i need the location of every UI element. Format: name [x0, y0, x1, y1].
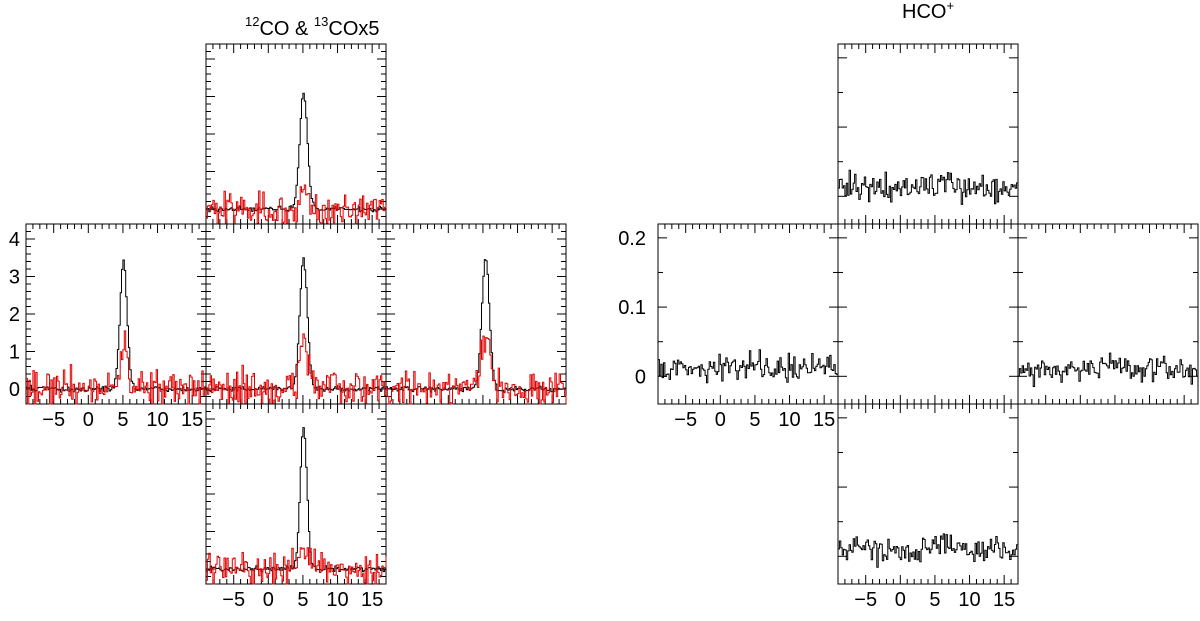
- co-x-tick-label: 10: [326, 589, 348, 611]
- hco-x-tick-label: 5: [929, 589, 940, 611]
- co-title-sup1: 12: [245, 14, 259, 29]
- 13co-spectrum: [386, 335, 567, 405]
- hco-panel-south-frame: [837, 403, 1019, 585]
- co-x-tick-label: 5: [297, 589, 308, 611]
- hco-panel-west: 0 0.1 0.2 −5 0 5 10 15: [618, 223, 839, 431]
- hco-x-tick-label: 15: [813, 409, 835, 431]
- co-title-sup2: 13: [314, 14, 328, 29]
- co-x-tick-label: 10: [146, 409, 168, 431]
- hco-title-sup: +: [946, 0, 954, 13]
- hco-x-tick-label: 10: [958, 589, 980, 611]
- hco-x-tick-label: −5: [674, 409, 697, 431]
- co-x-tick-label: 0: [263, 589, 274, 611]
- co-x-tick-label: 15: [361, 589, 383, 611]
- co-panel-center: [205, 223, 387, 405]
- hco-x-tick-label: 15: [993, 589, 1015, 611]
- co-y-tick-label: 1: [9, 342, 20, 364]
- co-x-tick-label: −5: [42, 409, 65, 431]
- co-x-tick-label: 5: [117, 409, 128, 431]
- 13co-spectrum: [206, 333, 387, 405]
- hco-spectrum: [658, 349, 839, 384]
- 12co-spectrum: [206, 257, 387, 392]
- co-y-tick-label: 3: [9, 267, 20, 289]
- co-y-tick-label: 0: [9, 379, 20, 401]
- hco-title-main: HCO: [902, 1, 946, 23]
- 13co-spectrum: [206, 547, 387, 585]
- hco-panel-south: −5 0 5 10 15: [837, 403, 1019, 611]
- co-title-main2: COx5: [328, 18, 379, 40]
- hco-x-tick-label: 10: [778, 409, 800, 431]
- co-title: 12CO & 13COx5: [245, 14, 380, 40]
- hco-spectrum: [838, 169, 1019, 205]
- co-x-tick-label: 0: [83, 409, 94, 431]
- 12co-spectrum: [206, 92, 387, 213]
- co-panel-west: 0 1 2 3 4 −5 0 5 10 15: [9, 223, 207, 431]
- 13co-spectrum: [26, 330, 207, 405]
- hco-panel-east: [1017, 223, 1199, 405]
- co-x-tick-label: −5: [222, 589, 245, 611]
- hco-panel-north: [837, 43, 1019, 225]
- hco-panel-east-frame: [1017, 223, 1199, 405]
- plots-layer: 0 1 2 3 4 −5 0 5 10 15 −5 0 5 10 15 0 0.1 0.2 −5 0 5 10 15 −5 0 5…: [9, 43, 1199, 611]
- co-panel-east: [385, 223, 567, 405]
- co-x-tick-label: 15: [181, 409, 203, 431]
- hco-panel-north-frame: [837, 43, 1019, 225]
- hco-panel-center: [837, 223, 1019, 405]
- hco-spectrum: [838, 533, 1019, 568]
- hco-x-tick-label: −5: [854, 589, 877, 611]
- hco-panel-west-frame: [657, 223, 839, 405]
- co-panel-north: [205, 43, 387, 225]
- hco-x-tick-label: 5: [749, 409, 760, 431]
- 12co-spectrum: [206, 427, 387, 573]
- co-y-tick-label: 2: [9, 304, 20, 326]
- co-title-main1: CO &: [259, 18, 313, 40]
- hco-y-tick-label: 0.1: [618, 297, 646, 319]
- hco-x-tick-label: 0: [715, 409, 726, 431]
- co-panel-south: −5 0 5 10 15: [205, 403, 387, 611]
- 12co-spectrum: [26, 259, 207, 393]
- hco-spectrum: [1018, 352, 1199, 387]
- hco-y-tick-label: 0: [635, 366, 646, 388]
- hco-title: HCO+: [902, 0, 954, 23]
- hco-y-tick-label: 0.2: [618, 228, 646, 250]
- hco-panel-center-frame: [837, 223, 1019, 405]
- hco-x-tick-label: 0: [895, 589, 906, 611]
- co-y-tick-label: 4: [9, 229, 20, 251]
